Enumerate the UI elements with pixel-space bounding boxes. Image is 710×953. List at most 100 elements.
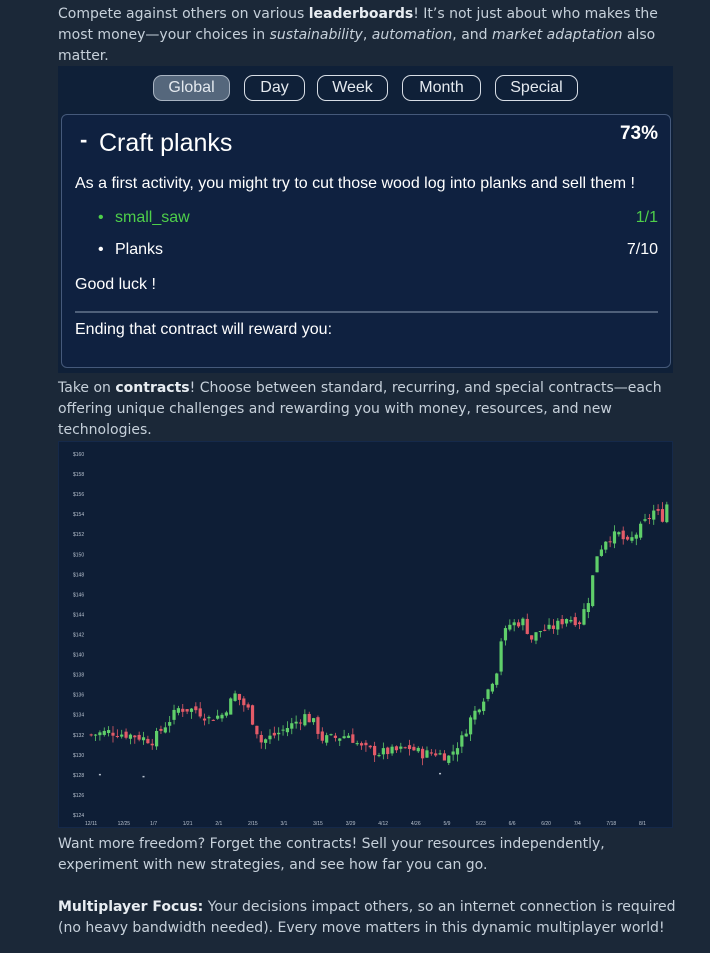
tab-day[interactable]: Day xyxy=(244,75,305,101)
candle-body xyxy=(355,743,359,745)
candle-body xyxy=(477,709,481,713)
candle-body xyxy=(578,622,582,625)
candle-body xyxy=(595,556,599,573)
candle-body xyxy=(665,504,669,523)
candle-body xyxy=(224,712,228,716)
candle-body xyxy=(346,735,351,738)
contract-card: - Craft planks 73% As a first activity, … xyxy=(61,114,671,368)
divider xyxy=(75,311,658,313)
candle-body xyxy=(464,733,468,737)
requirement-count: 1/1 xyxy=(635,209,658,226)
candle-body xyxy=(630,537,634,541)
candle-body xyxy=(189,708,194,712)
candle-body xyxy=(333,735,337,738)
candle-body xyxy=(290,723,294,729)
candle-body xyxy=(176,708,180,713)
candle-body xyxy=(342,736,346,739)
leaderboard-panel: Global Day Week Month Special - Craft pl… xyxy=(58,66,673,373)
candle-body xyxy=(564,619,569,624)
x-tick-label: 7/18 xyxy=(606,821,616,827)
candle-body xyxy=(434,753,438,756)
candle-body xyxy=(656,509,660,511)
tab-week[interactable]: Week xyxy=(317,75,388,101)
y-tick-label: $132 xyxy=(73,733,84,739)
candle-body xyxy=(621,530,625,540)
reward-text: Ending that contract will reward you: xyxy=(75,321,333,338)
y-tick-label: $134 xyxy=(73,713,84,719)
x-tick-label: 4/12 xyxy=(378,821,388,827)
candle-body xyxy=(325,735,329,743)
candle-body xyxy=(133,735,137,738)
candle-body xyxy=(569,619,573,622)
candle-body xyxy=(486,689,490,699)
candle-body xyxy=(377,755,381,757)
candle-body xyxy=(429,752,433,754)
outlier-tick xyxy=(439,772,442,775)
candle-body xyxy=(163,727,167,733)
candle-body xyxy=(237,693,242,700)
y-tick-label: $142 xyxy=(73,633,84,639)
candle-body xyxy=(591,575,595,607)
candle-body xyxy=(560,619,564,625)
candle-body xyxy=(202,718,207,721)
candle-body xyxy=(268,735,272,740)
candle-body xyxy=(307,713,311,723)
candle-body xyxy=(351,734,355,743)
candle-body xyxy=(115,736,119,738)
candle-body xyxy=(647,518,651,520)
y-tick-label: $138 xyxy=(73,673,84,679)
candle-body xyxy=(516,622,521,627)
x-tick-label: 6/20 xyxy=(541,821,551,827)
contract-description: As a first activity, you might try to cu… xyxy=(75,175,635,192)
candle-body xyxy=(547,624,551,629)
x-tick-label: 3/1 xyxy=(281,821,288,827)
candle-body xyxy=(364,742,368,746)
candle-body xyxy=(643,519,647,521)
requirement-name: small_saw xyxy=(115,209,190,226)
tab-global[interactable]: Global xyxy=(153,75,230,101)
x-tick-label: 12/11 xyxy=(85,821,97,827)
leaderboards-intro: Compete against others on various leader… xyxy=(58,6,658,64)
candle-body xyxy=(482,701,486,712)
candle-body xyxy=(111,732,115,736)
candle-body xyxy=(216,715,220,719)
y-tick-label: $136 xyxy=(73,693,84,699)
candle-body xyxy=(320,731,324,741)
candle-body xyxy=(543,629,547,631)
candle-body xyxy=(390,746,394,754)
candle-body xyxy=(198,708,202,717)
candle-body xyxy=(521,618,525,626)
y-tick-label: $160 xyxy=(73,452,84,458)
candle-body xyxy=(573,617,577,626)
candle-body xyxy=(154,730,159,747)
candle-body xyxy=(473,710,477,720)
x-tick-label: 1/21 xyxy=(183,821,193,827)
y-tick-label: $130 xyxy=(73,753,84,759)
candle-body xyxy=(128,734,133,739)
candle-body xyxy=(285,728,290,733)
candle-body xyxy=(303,714,307,726)
contract-progress: 73% xyxy=(619,123,658,144)
y-tick-label: $124 xyxy=(73,813,84,819)
candle-body xyxy=(394,746,399,751)
tab-special[interactable]: Special xyxy=(495,75,578,101)
candle-body xyxy=(373,745,377,756)
y-tick-label: $140 xyxy=(73,653,84,659)
candle-body xyxy=(525,618,529,634)
candle-body xyxy=(608,541,612,543)
candle-body xyxy=(425,750,429,758)
candle-body xyxy=(159,728,163,731)
candle-body xyxy=(277,732,281,735)
candle-body xyxy=(652,510,656,520)
y-tick-label: $128 xyxy=(73,773,84,779)
candle-body xyxy=(460,735,464,747)
requirement-count: 7/10 xyxy=(626,241,658,258)
candle-body xyxy=(141,737,146,741)
candle-body xyxy=(604,541,608,550)
y-tick-label: $156 xyxy=(73,492,84,498)
candle-body xyxy=(508,624,512,630)
tab-month[interactable]: Month xyxy=(402,75,481,101)
y-tick-label: $158 xyxy=(73,472,84,478)
candle-body xyxy=(438,753,442,755)
collapse-toggle[interactable]: - xyxy=(80,127,88,152)
